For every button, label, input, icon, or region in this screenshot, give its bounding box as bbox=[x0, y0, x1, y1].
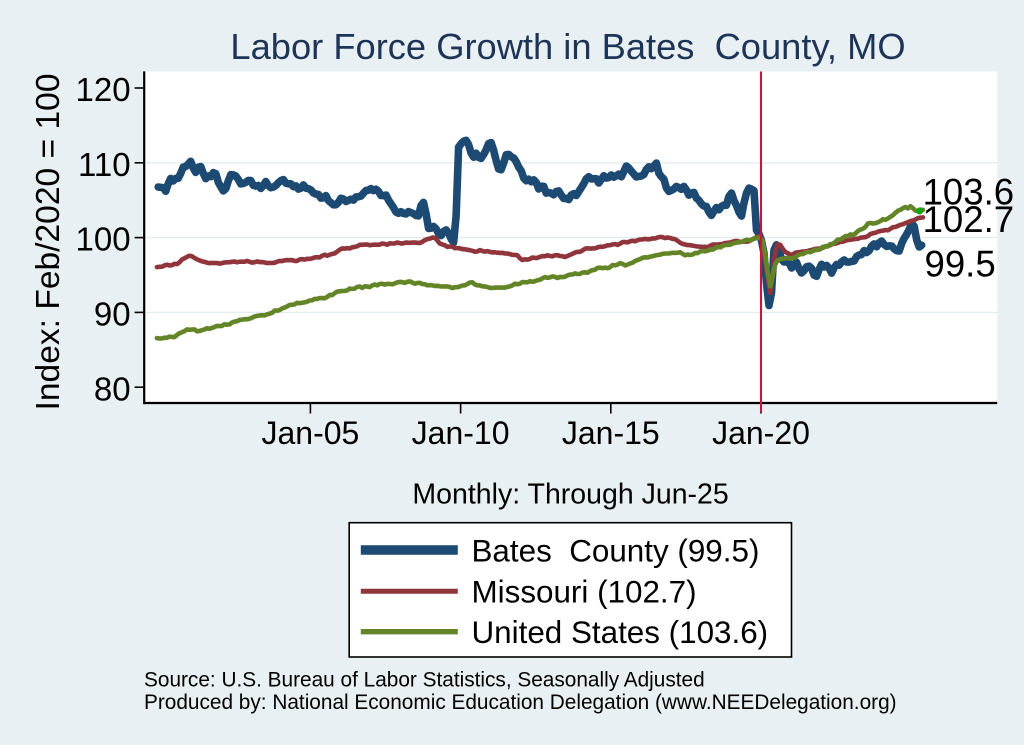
svg-text:120: 120 bbox=[76, 71, 131, 108]
svg-text:United States (103.6): United States (103.6) bbox=[472, 615, 769, 650]
svg-text:100: 100 bbox=[76, 221, 131, 258]
svg-text:Bates County (99.5): Bates County (99.5) bbox=[472, 534, 760, 569]
svg-text:Labor Force Growth in Bates C: Labor Force Growth in Bates County, MO bbox=[230, 26, 905, 67]
svg-text:110: 110 bbox=[78, 146, 131, 183]
svg-text:Produced by: National Economic: Produced by: National Economic Education… bbox=[144, 691, 897, 714]
svg-text:90: 90 bbox=[94, 296, 131, 333]
svg-text:Jan-05: Jan-05 bbox=[261, 415, 359, 451]
svg-text:103.6: 103.6 bbox=[923, 172, 1015, 213]
svg-text:102.7: 102.7 bbox=[923, 199, 1015, 240]
svg-text:Source: U.S. Bureau of Labor S: Source: U.S. Bureau of Labor Statistics,… bbox=[144, 669, 705, 692]
svg-text:Missouri (102.7): Missouri (102.7) bbox=[472, 575, 697, 610]
svg-text:Jan-20: Jan-20 bbox=[712, 415, 810, 451]
svg-text:Jan-15: Jan-15 bbox=[562, 415, 660, 451]
svg-text:Jan-10: Jan-10 bbox=[412, 415, 510, 451]
svg-text:99.5: 99.5 bbox=[925, 244, 996, 285]
svg-text:80: 80 bbox=[94, 370, 131, 407]
svg-text:Index: Feb/2020 = 100: Index: Feb/2020 = 100 bbox=[30, 74, 67, 411]
svg-text:Monthly: Through Jun-25: Monthly: Through Jun-25 bbox=[412, 479, 728, 511]
